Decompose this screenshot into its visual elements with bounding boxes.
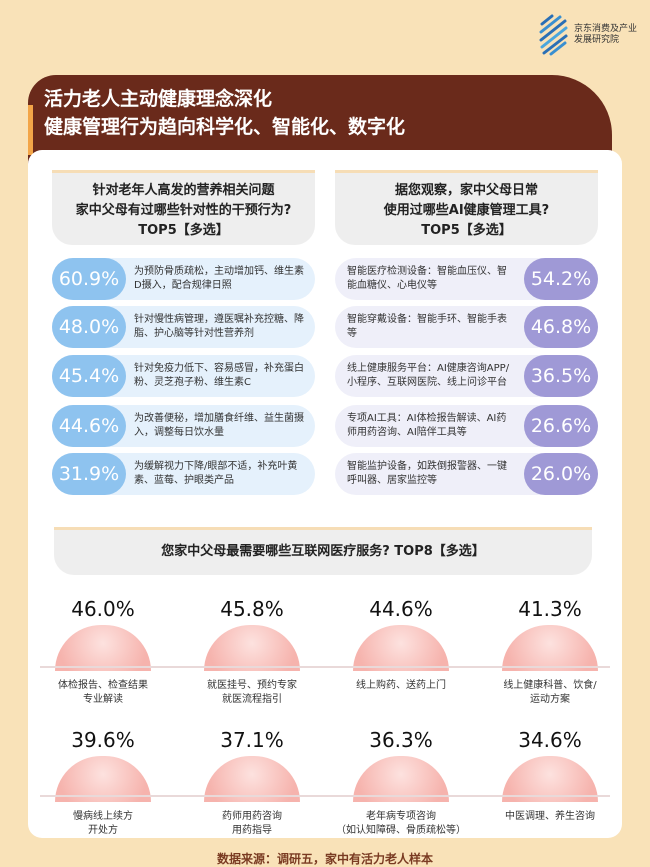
service-label: 就医挂号、预约专家	[207, 680, 297, 691]
service-percent: 37.1%	[220, 728, 284, 752]
item-text: 针对免疫力低下、容易感冒，补充蛋白粉、灵芝孢子粉、维生素C	[134, 363, 304, 388]
service-label: 专业解读	[83, 694, 123, 705]
service-label: 老年病专项咨询	[366, 811, 436, 822]
question-line: TOP5【多选】	[138, 223, 229, 238]
left-question: 针对老年人高发的营养相关问题 家中父母有过哪些针对性的干预行为? TOP5【多选…	[52, 170, 315, 245]
service-percent: 36.3%	[369, 728, 433, 752]
item-text: 线上健康服务平台：AI健康咨询APP/小程序、互联网医院、线上问诊平台	[347, 363, 510, 388]
service-label: 药师用药咨询	[222, 811, 282, 822]
question-line: 您家中父母最需要哪些互联网医疗服务? TOP8【多选】	[161, 544, 485, 559]
title-line-1: 活力老人主动健康理念深化	[44, 88, 273, 110]
service-item: 44.6% 线上购药、送药上门	[331, 597, 471, 693]
service-label: 就医流程指引	[222, 694, 282, 705]
service-percent: 46.0%	[71, 597, 135, 621]
service-label: 运动方案	[530, 694, 570, 705]
services-question: 您家中父母最需要哪些互联网医疗服务? TOP8【多选】	[54, 527, 592, 575]
logo-text: 京东消费及产业发展研究院	[574, 24, 638, 45]
item-text: 智能医疗检测设备：智能血压仪、智能血糖仪、心电仪等	[347, 266, 507, 291]
percent-badge: 48.0%	[52, 306, 126, 348]
service-item: 36.3% 老年病专项咨询 （如认知障碍、骨质疏松等）	[331, 728, 471, 838]
service-percent: 45.8%	[220, 597, 284, 621]
service-item: 41.3% 线上健康科普、饮食/运动方案	[480, 597, 620, 707]
item-text: 专项AI工具：AI体检报告解读、AI药师用药咨询、AI陪伴工具等	[347, 413, 507, 438]
percent-badge: 26.6%	[524, 405, 598, 447]
title-line-2: 健康管理行为趋向科学化、智能化、数字化	[44, 116, 406, 138]
service-label: 线上购药、送药上门	[356, 680, 446, 691]
ai-tool-item: 智能监护设备，如跌倒报警器、一键呼叫器、居家监控等 26.0%	[335, 453, 598, 495]
service-item: 39.6% 慢病线上续方 开处方	[33, 728, 173, 838]
ai-tool-item: 智能医疗检测设备：智能血压仪、智能血糖仪、心电仪等 54.2%	[335, 258, 598, 300]
service-label: 体检报告、检查结果	[58, 680, 148, 691]
content-card: 针对老年人高发的营养相关问题 家中父母有过哪些针对性的干预行为? TOP5【多选…	[28, 150, 622, 838]
data-source: 数据来源：调研五，家中有活力老人样本	[216, 852, 433, 866]
right-question: 据您观察，家中父母日常 使用过哪些AI健康管理工具? TOP5【多选】	[335, 170, 598, 245]
question-line: 针对老年人高发的营养相关问题	[92, 183, 275, 198]
service-label: （如认知障碍、骨质疏松等）	[336, 825, 466, 836]
logo-stripes-icon	[539, 14, 568, 56]
percent-badge: 46.8%	[524, 306, 598, 348]
service-item: 45.8% 就医挂号、预约专家 就医流程指引	[182, 597, 322, 707]
item-text: 为改善便秘，增加膳食纤维、益生菌摄入，调整每日饮水量	[134, 413, 304, 438]
dome-shape	[204, 625, 300, 671]
service-item: 34.6% 中医调理、养生咨询	[480, 728, 620, 824]
ai-tool-item: 线上健康服务平台：AI健康咨询APP/小程序、互联网医院、线上问诊平台 36.5%	[335, 355, 598, 397]
item-text: 智能穿戴设备：智能手环、智能手表等	[347, 314, 507, 339]
service-label: 慢病线上续方	[73, 811, 133, 822]
item-text: 为预防骨质疏松，主动增加钙、维生素D摄入，配合规律日照	[134, 266, 304, 291]
service-percent: 39.6%	[71, 728, 135, 752]
service-percent: 44.6%	[369, 597, 433, 621]
service-item: 37.1% 药师用药咨询 用药指导	[182, 728, 322, 838]
service-label: 线上健康科普、饮食/	[503, 680, 597, 691]
nutrition-item: 60.9% 为预防骨质疏松，主动增加钙、维生素D摄入，配合规律日照	[52, 258, 315, 300]
nutrition-item: 45.4% 针对免疫力低下、容易感冒，补充蛋白粉、灵芝孢子粉、维生素C	[52, 355, 315, 397]
question-line: 使用过哪些AI健康管理工具?	[383, 203, 550, 218]
percent-badge: 54.2%	[524, 258, 598, 300]
percent-badge: 31.9%	[52, 453, 126, 495]
item-text: 智能监护设备，如跌倒报警器、一键呼叫器、居家监控等	[347, 461, 507, 486]
service-label: 中医调理、养生咨询	[505, 811, 595, 822]
baseline-divider	[40, 666, 610, 668]
service-label: 开处方	[88, 825, 118, 836]
service-percent: 34.6%	[518, 728, 582, 752]
question-line: 据您观察，家中父母日常	[394, 183, 538, 198]
item-text: 为缓解视力下降/眼部不适，补充叶黄素、蓝莓、护眼类产品	[134, 461, 298, 486]
item-text: 针对慢性病管理，遵医嘱补充控糖、降脂、护心脑等针对性营养剂	[134, 314, 304, 339]
service-label: 用药指导	[232, 825, 272, 836]
baseline-divider	[40, 795, 610, 797]
percent-badge: 36.5%	[524, 355, 598, 397]
ai-tool-item: 专项AI工具：AI体检报告解读、AI药师用药咨询、AI陪伴工具等 26.6%	[335, 405, 598, 447]
percent-badge: 26.0%	[524, 453, 598, 495]
dome-shape	[353, 625, 449, 671]
ai-tool-item: 智能穿戴设备：智能手环、智能手表等 46.8%	[335, 306, 598, 348]
accent-bar	[28, 105, 33, 155]
nutrition-item: 31.9% 为缓解视力下降/眼部不适，补充叶黄素、蓝莓、护眼类产品	[52, 453, 315, 495]
percent-badge: 44.6%	[52, 405, 126, 447]
dome-shape	[502, 625, 598, 671]
service-item: 46.0% 体检报告、检查结果 专业解读	[33, 597, 173, 707]
nutrition-item: 44.6% 为改善便秘，增加膳食纤维、益生菌摄入，调整每日饮水量	[52, 405, 315, 447]
logo: 京东消费及产业发展研究院	[538, 14, 644, 56]
percent-badge: 60.9%	[52, 258, 126, 300]
question-line: TOP5【多选】	[421, 223, 512, 238]
service-percent: 41.3%	[518, 597, 582, 621]
question-line: 家中父母有过哪些针对性的干预行为?	[75, 203, 292, 218]
dome-shape	[55, 625, 151, 671]
nutrition-item: 48.0% 针对慢性病管理，遵医嘱补充控糖、降脂、护心脑等针对性营养剂	[52, 306, 315, 348]
percent-badge: 45.4%	[52, 355, 126, 397]
